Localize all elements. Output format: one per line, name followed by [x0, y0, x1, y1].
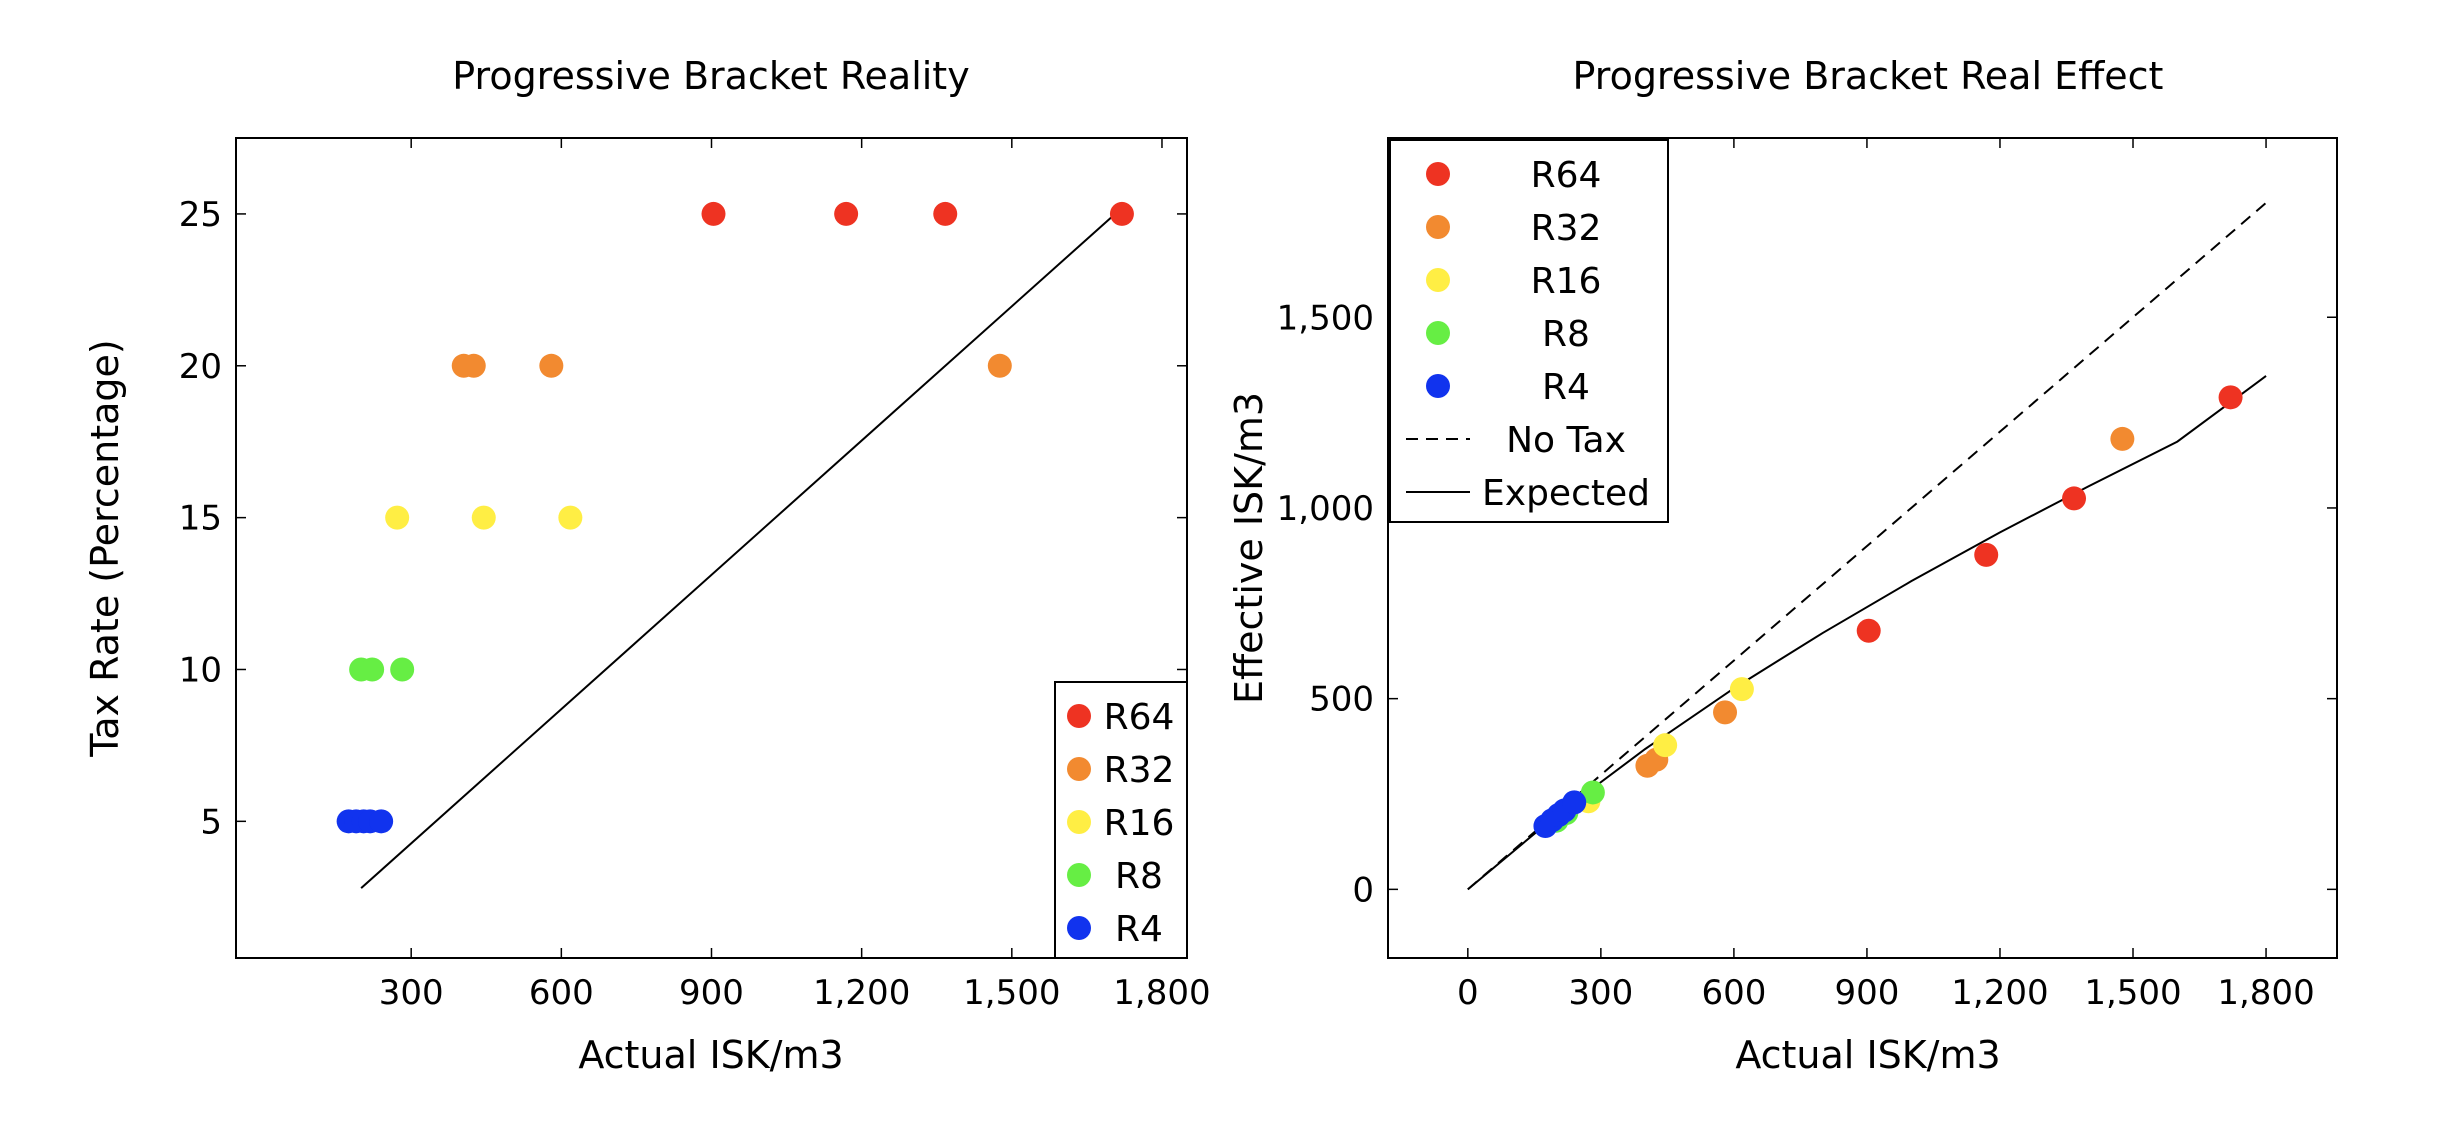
legend-marker: [1426, 162, 1450, 186]
x-tick-label: 900: [679, 973, 744, 1013]
y-tick-label: 5: [200, 802, 222, 842]
x-tick-label: 600: [529, 973, 594, 1013]
x-axis-label: Actual ISK/m3: [1735, 1033, 2000, 1077]
legend-marker: [1426, 321, 1450, 345]
legend-label: R64: [1531, 155, 1602, 196]
legend-label: R32: [1531, 208, 1602, 249]
y-tick-label: 0: [1352, 870, 1374, 910]
legend-label: R4: [1115, 909, 1163, 950]
point-r16: [1653, 733, 1678, 758]
x-tick-label: 900: [1834, 973, 1899, 1013]
y-tick-label: 15: [179, 499, 222, 539]
y-axis-label: Effective ISK/m3: [1227, 392, 1271, 704]
point-r4: [369, 809, 394, 834]
point-r16: [1729, 677, 1754, 702]
x-tick-label: 1,800: [2217, 973, 2314, 1013]
plot-area: [1387, 137, 2338, 959]
legend-label: No Tax: [1506, 420, 1626, 461]
point-r64: [933, 201, 958, 226]
trend-line: [360, 207, 1123, 889]
y-tick-label: 1,000: [1277, 489, 1374, 529]
line-no-tax: [1467, 202, 2267, 891]
y-tick-label: 25: [179, 195, 222, 235]
legend-label: R4: [1542, 367, 1590, 408]
y-tick-label: 10: [179, 650, 222, 690]
x-axis-label: Actual ISK/m3: [578, 1033, 843, 1077]
legend-marker: [1067, 916, 1091, 940]
y-tick-label: 500: [1309, 680, 1374, 720]
point-r32: [461, 353, 486, 378]
x-tick-label: 1,500: [2084, 973, 2181, 1013]
point-r32: [539, 353, 564, 378]
point-r32: [1713, 700, 1738, 725]
chart-title: Progressive Bracket Real Effect: [1573, 54, 2164, 98]
chart-title: Progressive Bracket Reality: [452, 54, 969, 98]
chart-tax-rate: Progressive Bracket Reality Actual ISK/m…: [83, 54, 1211, 1077]
point-r64: [1856, 618, 1881, 643]
legend-label: R8: [1115, 856, 1163, 897]
legend-marker: [1067, 863, 1091, 887]
legend-marker: [1067, 704, 1091, 728]
point-r32: [2110, 426, 2135, 451]
point-r64: [834, 201, 859, 226]
point-r16: [471, 505, 496, 530]
point-r64: [2218, 385, 2243, 410]
point-r64: [701, 201, 726, 226]
legend-marker: [1067, 757, 1091, 781]
legend-label: R16: [1104, 803, 1175, 844]
x-tick-label: 1,200: [813, 973, 910, 1013]
legend-label: R8: [1542, 314, 1590, 355]
y-tick-label: 20: [179, 347, 222, 387]
point-r64: [1109, 201, 1134, 226]
x-tick-label: 1,800: [1113, 973, 1210, 1013]
legend-label: Expected: [1482, 473, 1650, 514]
point-r64: [2062, 486, 2087, 511]
point-r16: [385, 505, 410, 530]
chart-effective-isk: Progressive Bracket Real Effect Actual I…: [1227, 54, 2338, 1077]
point-r16: [558, 505, 583, 530]
line-expected: [1467, 375, 2267, 891]
legend-label: R32: [1104, 750, 1175, 791]
y-tick-label: 1,500: [1277, 298, 1374, 338]
legend-marker: [1426, 374, 1450, 398]
x-tick-label: 1,500: [963, 973, 1060, 1013]
x-tick-label: 600: [1701, 973, 1766, 1013]
point-r8: [360, 657, 385, 682]
x-tick-label: 0: [1457, 973, 1479, 1013]
legend-label: R64: [1104, 697, 1175, 738]
x-tick-label: 300: [1568, 973, 1633, 1013]
legend-label: R16: [1531, 261, 1602, 302]
y-axis-label: Tax Rate (Percentage): [83, 339, 127, 757]
point-r64: [1974, 542, 1999, 567]
x-tick-label: 1,200: [1951, 973, 2048, 1013]
legend-marker: [1426, 215, 1450, 239]
point-r4: [1562, 790, 1587, 815]
legend-marker: [1426, 268, 1450, 292]
x-tick-label: 300: [379, 973, 444, 1013]
point-r32: [987, 353, 1012, 378]
plot-area: [235, 137, 1188, 959]
point-r8: [390, 657, 415, 682]
legend-marker: [1067, 810, 1091, 834]
point-r8: [1580, 780, 1605, 805]
